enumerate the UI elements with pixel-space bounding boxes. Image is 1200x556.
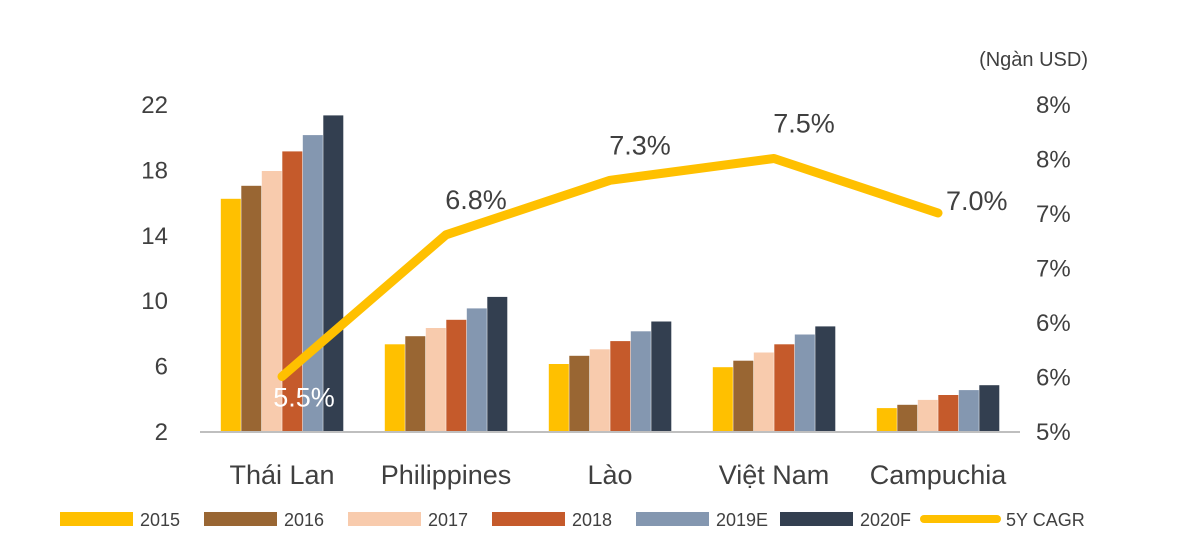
- cagr-line: [277, 154, 943, 381]
- bar-2019e-3: [630, 331, 651, 431]
- legend: 2015 2016 2017 2018 2019E 2020F 5Y CAGR: [60, 510, 1085, 530]
- category-label: Lào: [587, 460, 632, 490]
- right-tick-label: 7%: [1036, 201, 1071, 228]
- bar-2015-5: [876, 408, 897, 431]
- right-tick-label: 8%: [1036, 92, 1071, 119]
- legend-label-2019e: 2019E: [716, 510, 768, 530]
- cagr-data-label: 5.5%: [273, 383, 335, 413]
- bar-2016-4: [733, 360, 754, 431]
- cagr-data-label: 7.0%: [946, 186, 1008, 216]
- bars-layer: [220, 115, 1000, 432]
- legend-label-2020f: 2020F: [860, 510, 911, 530]
- legend-swatch-2017: [348, 512, 421, 526]
- left-tick-label: 10: [141, 288, 168, 315]
- bar-2017-5: [917, 399, 938, 431]
- unit-label: (Ngàn USD): [979, 49, 1088, 71]
- legend-label-5y-cagr: 5Y CAGR: [1006, 510, 1085, 530]
- bar-2015-2: [384, 344, 405, 431]
- bar-2017-2: [425, 328, 446, 431]
- legend-swatch-2019e: [636, 512, 709, 526]
- bar-2015-3: [548, 364, 569, 431]
- bar-2019e-2: [466, 308, 487, 431]
- cagr-data-label: 6.8%: [445, 185, 507, 215]
- cagr-data-label: 7.3%: [609, 130, 671, 160]
- bar-2016-3: [569, 355, 590, 431]
- category-label: Thái Lan: [229, 460, 334, 490]
- bar-2019e-4: [794, 334, 815, 431]
- legend-label-2018: 2018: [572, 510, 612, 530]
- bar-2017-4: [753, 352, 774, 431]
- legend-swatch-2015: [60, 512, 133, 526]
- right-tick-label: 6%: [1036, 365, 1071, 392]
- legend-swatch-2018: [492, 512, 565, 526]
- left-tick-label: 6: [155, 354, 168, 381]
- right-tick-label: 6%: [1036, 310, 1071, 337]
- right-tick-label: 8%: [1036, 147, 1071, 174]
- right-tick-label: 7%: [1036, 256, 1071, 283]
- right-tick-label: 5%: [1036, 419, 1071, 446]
- bar-2015-1: [220, 198, 241, 431]
- legend-swatch-2016: [204, 512, 277, 526]
- cagr-line-layer: [277, 154, 943, 381]
- bar-2020f-3: [651, 321, 672, 431]
- category-label: Việt Nam: [719, 460, 830, 490]
- bar-2018-2: [446, 319, 467, 431]
- left-tick-label: 18: [141, 157, 168, 184]
- legend-label-2016: 2016: [284, 510, 324, 530]
- bar-2017-1: [261, 171, 282, 431]
- left-tick-label: 2: [155, 419, 168, 446]
- category-labels: Thái Lan Philippines Lào Việt Nam Campuchia: [229, 460, 1007, 490]
- legend-swatch-2020f: [780, 512, 853, 526]
- right-axis-ticks: 5% 6% 6% 7% 7% 8% 8%: [1036, 92, 1071, 446]
- bar-2016-1: [241, 185, 262, 432]
- legend-label-2017: 2017: [428, 510, 468, 530]
- cagr-data-label: 7.5%: [773, 109, 835, 139]
- bar-2017-3: [589, 349, 610, 432]
- bar-2018-4: [774, 344, 795, 431]
- left-tick-label: 14: [141, 223, 168, 250]
- left-tick-label: 22: [141, 92, 168, 119]
- cagr-labels-layer: 5.5% 6.8% 7.3% 7.5% 7.0%: [273, 109, 1007, 413]
- bar-2016-5: [897, 404, 918, 431]
- bar-2020f-5: [979, 385, 1000, 431]
- legend-label-2015: 2015: [140, 510, 180, 530]
- bar-2020f-2: [487, 296, 508, 431]
- category-label: Philippines: [381, 460, 512, 490]
- bar-2019e-5: [958, 390, 979, 431]
- bar-2018-3: [610, 341, 631, 431]
- left-axis-ticks: 2 6 10 14 18 22: [141, 92, 168, 446]
- bar-2020f-4: [815, 326, 836, 431]
- bar-2015-4: [712, 367, 733, 431]
- bar-2016-2: [405, 336, 426, 431]
- bar-2020f-1: [323, 115, 344, 432]
- category-label: Campuchia: [870, 460, 1008, 490]
- bar-2018-5: [938, 395, 959, 431]
